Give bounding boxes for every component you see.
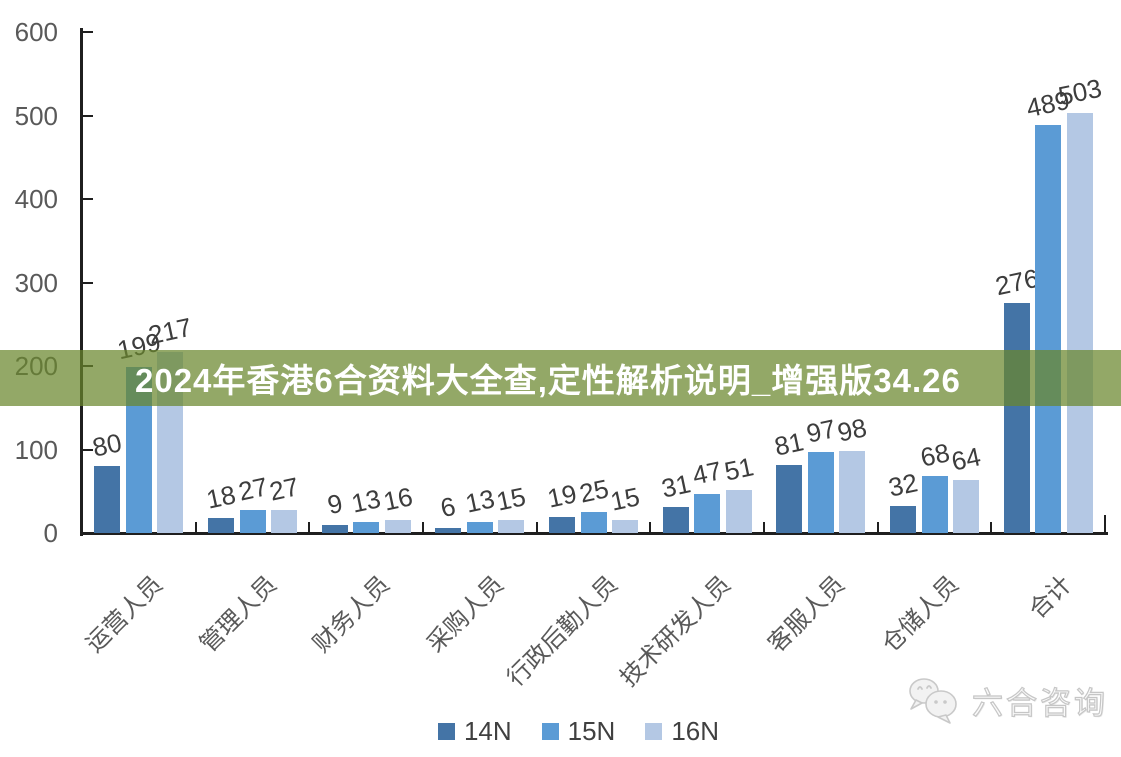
- x-axis-category-label: 管理人员: [194, 570, 282, 658]
- chart-legend: 14N 15N 16N: [18, 716, 1121, 747]
- bar: [662, 507, 689, 533]
- x-axis-category-label: 行政后勤人员: [501, 570, 623, 692]
- wechat-logo-icon: [909, 678, 957, 724]
- watermark-text: 六合咨询: [971, 685, 1108, 721]
- legend-label: 14N: [463, 716, 512, 746]
- y-axis-tick-label: 600: [14, 17, 58, 47]
- bar: [94, 466, 121, 533]
- legend-swatch: [645, 723, 663, 740]
- y-axis-tick-label: 400: [14, 184, 58, 214]
- bar: [807, 452, 834, 533]
- y-axis-tick: [82, 31, 93, 33]
- bar: [498, 520, 525, 533]
- x-axis-tick: [876, 522, 879, 533]
- legend-label: 15N: [567, 716, 616, 746]
- legend-item-14n: 14N: [437, 716, 512, 747]
- x-axis-category-label: 采购人员: [421, 570, 509, 658]
- bar: [694, 493, 721, 533]
- bar: [953, 479, 979, 533]
- bar: [776, 465, 803, 533]
- x-axis-tick: [194, 522, 197, 533]
- legend-swatch: [541, 723, 559, 740]
- x-axis-category-label: 客服人员: [762, 570, 850, 658]
- legend-item-16n: 16N: [645, 716, 719, 747]
- x-axis-tick: [422, 522, 424, 533]
- y-axis-tick: [82, 114, 93, 117]
- x-axis-category-label: 财务人员: [308, 570, 396, 658]
- bar: [208, 517, 234, 533]
- watermark: 六合咨询: [906, 674, 1108, 726]
- overlay-banner: 2024年香港6合资料大全查,定性解析说明_增强版34.26: [0, 350, 1121, 406]
- legend-swatch: [437, 723, 455, 740]
- bar: [725, 490, 752, 533]
- x-axis-category-label: 技术研发人员: [615, 570, 737, 692]
- y-axis-tick-label: 300: [14, 267, 58, 298]
- y-axis-tick-label: 0: [43, 518, 58, 548]
- bar: [1035, 124, 1062, 533]
- x-axis-line: [80, 532, 1108, 535]
- bar: [549, 517, 575, 533]
- y-axis-tick-label: 500: [14, 100, 58, 131]
- bar: [1003, 302, 1030, 533]
- y-axis-tick: [82, 198, 93, 200]
- x-axis-tick: [535, 522, 538, 533]
- bar: [580, 512, 607, 533]
- bar: [612, 520, 638, 533]
- x-axis-tick: [763, 522, 765, 533]
- x-axis-tick: [990, 522, 993, 533]
- bar: [239, 510, 266, 533]
- bar: [321, 525, 348, 533]
- overlay-banner-text: 2024年香港6合资料大全查,定性解析说明_增强版34.26: [135, 362, 961, 399]
- bar: [271, 510, 297, 533]
- legend-label: 16N: [671, 716, 720, 746]
- bar: [435, 527, 462, 533]
- x-axis-tick: [1104, 515, 1106, 533]
- x-axis-tick: [649, 522, 652, 533]
- y-axis-tick-label: 100: [14, 434, 58, 465]
- bar: [353, 522, 380, 533]
- bar: [1066, 112, 1093, 533]
- x-axis-category-label: 运营人员: [80, 570, 168, 658]
- bar: [466, 522, 493, 533]
- bar: [921, 476, 948, 533]
- legend-item-15n: 15N: [541, 716, 616, 747]
- bar: [890, 506, 916, 533]
- y-axis-tick: [82, 281, 93, 284]
- y-axis-tick: [82, 448, 93, 451]
- bar: [839, 451, 866, 533]
- y-axis-line: [80, 28, 83, 536]
- x-axis-tick: [308, 522, 311, 533]
- bar: [384, 519, 411, 533]
